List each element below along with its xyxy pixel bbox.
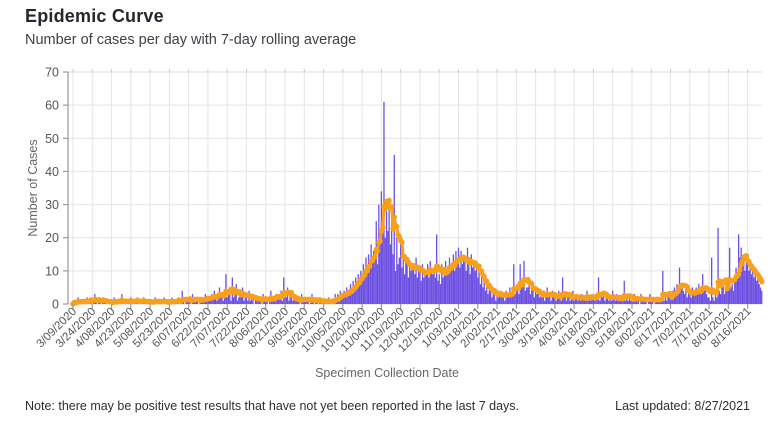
footer: Note: there may be positive test results… (25, 399, 750, 413)
last-updated: Last updated: 8/27/2021 (615, 399, 750, 413)
page-title: Epidemic Curve (25, 6, 164, 26)
svg-text:70: 70 (45, 66, 59, 80)
svg-text:Specimen Collection Date: Specimen Collection Date (315, 366, 459, 380)
svg-text:30: 30 (45, 198, 59, 212)
footer-note: Note: there may be positive test results… (25, 399, 520, 413)
svg-text:50: 50 (45, 132, 59, 146)
svg-text:Number of Cases: Number of Cases (26, 139, 40, 236)
rolling-average-markers (70, 197, 765, 307)
axis-titles: Number of Cases Specimen Collection Date (26, 139, 459, 380)
svg-text:10: 10 (45, 264, 59, 278)
svg-text:0: 0 (52, 298, 59, 312)
page-subtitle: Number of cases per day with 7-day rolli… (25, 32, 357, 48)
svg-text:40: 40 (45, 165, 59, 179)
y-axis-ticks-labels: 0 10 20 30 40 50 60 70 (45, 66, 68, 312)
daily-case-bars (73, 101, 763, 304)
svg-text:60: 60 (45, 99, 59, 113)
svg-text:20: 20 (45, 231, 59, 245)
